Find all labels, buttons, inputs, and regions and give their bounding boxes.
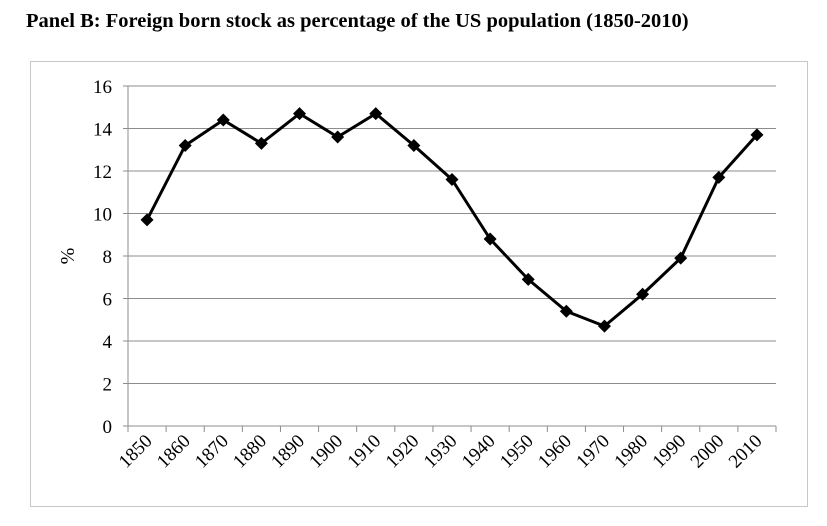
y-tick-label-6: 6	[103, 290, 113, 311]
x-tick-labels: 1850186018701880189019001910192019301940…	[115, 431, 767, 473]
x-tick-label-1970: 1970	[572, 431, 614, 473]
x-tick-label-2010: 2010	[725, 431, 767, 473]
x-tick-label-1900: 1900	[305, 431, 347, 473]
series-foreign-born-share	[140, 107, 764, 333]
data-point-2000	[712, 170, 726, 184]
y-tick-label-8: 8	[103, 247, 113, 268]
data-point-1880	[254, 136, 268, 150]
x-tick-label-1940: 1940	[458, 431, 500, 473]
x-tick-label-1930: 1930	[420, 431, 462, 473]
x-tick-label-1880: 1880	[229, 431, 271, 473]
data-point-1900	[331, 130, 345, 144]
data-point-1960	[559, 304, 573, 318]
data-point-1870	[216, 113, 230, 127]
y-tick-label-10: 10	[93, 205, 112, 226]
data-point-1930	[445, 173, 459, 186]
data-point-1910	[369, 107, 383, 121]
data-point-1990	[674, 251, 688, 265]
data-point-1940	[483, 232, 497, 246]
y-tick-label-4: 4	[103, 332, 113, 353]
x-tick-label-1980: 1980	[610, 431, 652, 473]
y-axis-title: %	[57, 248, 79, 265]
x-tick-label-1920: 1920	[382, 431, 424, 473]
data-point-1970	[597, 319, 611, 333]
x-tick-label-1990: 1990	[649, 431, 691, 473]
y-tick-label-16: 16	[93, 77, 112, 98]
data-point-1860	[178, 139, 192, 152]
data-point-1850	[140, 213, 154, 227]
axes	[123, 85, 777, 432]
y-tick-labels: 0 2 4 6 8 10 12 14 16	[93, 77, 113, 438]
y-tick-label-0: 0	[103, 417, 113, 438]
y-tick-label-2: 2	[103, 375, 113, 396]
gridlines	[128, 85, 776, 384]
x-tick-label-1950: 1950	[496, 431, 538, 473]
x-tick-label-1850: 1850	[115, 431, 157, 473]
y-tick-label-12: 12	[93, 162, 112, 183]
data-point-1920	[407, 139, 421, 152]
data-point-1890	[293, 107, 307, 121]
x-tick-label-2000: 2000	[687, 431, 729, 473]
chart-area-border	[30, 61, 808, 507]
series-line-0	[145, 112, 759, 328]
x-tick-label-1910: 1910	[344, 431, 386, 473]
data-point-2010	[750, 128, 764, 142]
x-tick-label-1960: 1960	[534, 431, 576, 473]
data-point-1950	[521, 272, 535, 286]
x-tick-label-1870: 1870	[191, 431, 233, 473]
y-tick-label-14: 14	[93, 120, 113, 141]
data-point-1980	[636, 287, 650, 301]
x-tick-label-1860: 1860	[153, 431, 195, 473]
x-tick-label-1890: 1890	[267, 431, 309, 473]
chart-title: Panel B: Foreign born stock as percentag…	[26, 10, 689, 32]
